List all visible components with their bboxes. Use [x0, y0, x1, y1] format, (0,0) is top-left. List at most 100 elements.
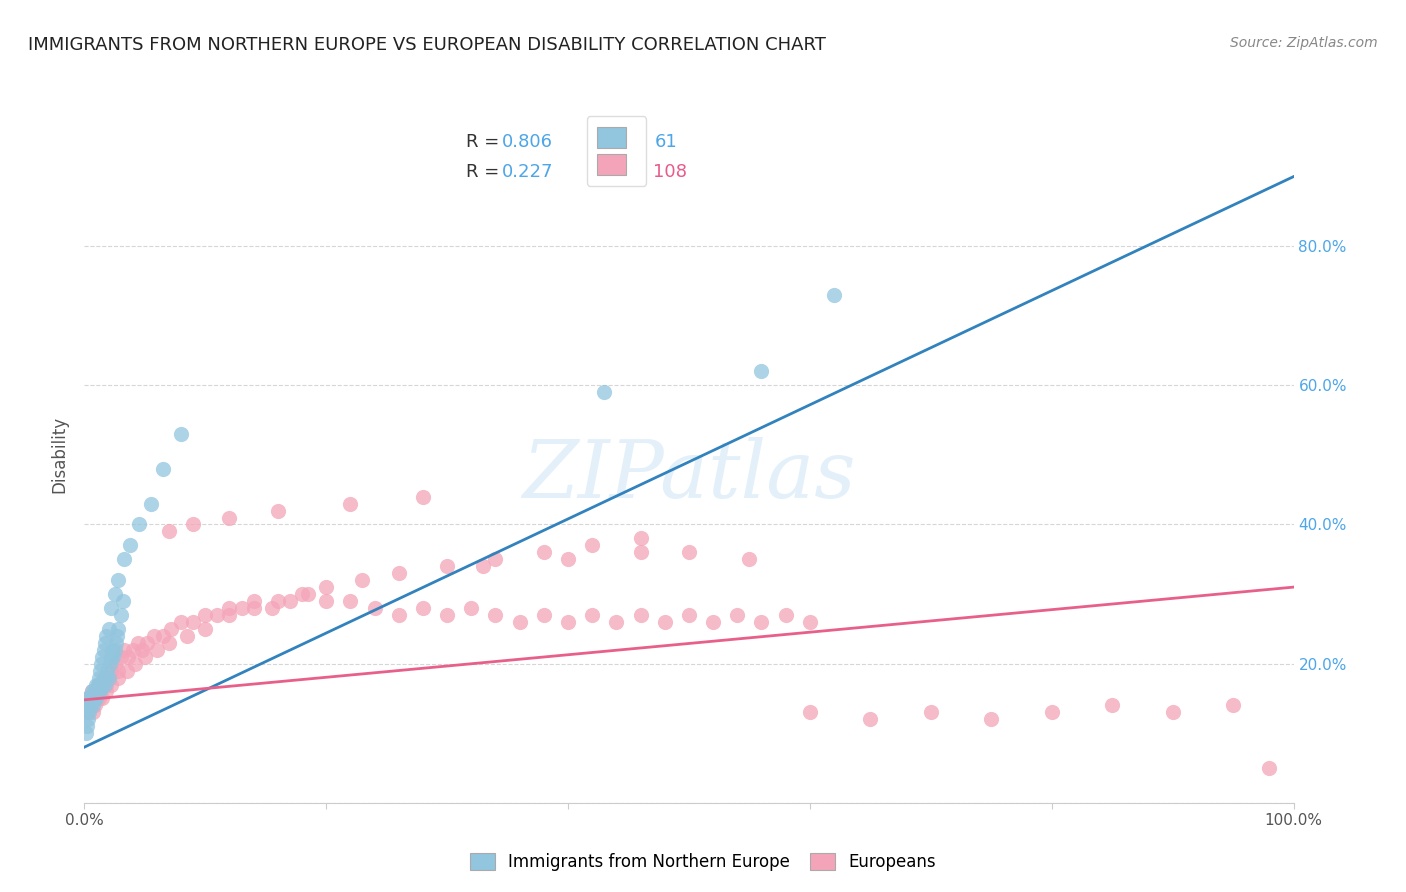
Point	[104, 636, 127, 650]
Point	[91, 677, 114, 691]
Point	[89, 664, 111, 678]
Point	[484, 607, 506, 622]
Point	[557, 552, 579, 566]
Point	[82, 691, 104, 706]
Point	[218, 607, 240, 622]
Point	[79, 698, 101, 713]
Point	[181, 615, 204, 629]
Point	[297, 587, 319, 601]
Point	[77, 698, 100, 713]
Point	[725, 607, 748, 622]
Point	[339, 594, 361, 608]
Point	[630, 607, 652, 622]
Point	[103, 649, 125, 664]
Point	[143, 629, 166, 643]
Point	[160, 622, 183, 636]
Point	[77, 691, 100, 706]
Text: 61: 61	[655, 134, 678, 152]
Point	[94, 677, 117, 691]
Point	[315, 580, 337, 594]
Point	[76, 691, 98, 706]
Point	[170, 615, 193, 629]
Point	[89, 684, 111, 698]
Point	[107, 622, 129, 636]
Point	[278, 594, 301, 608]
Point	[86, 677, 108, 691]
Point	[93, 671, 115, 685]
Point	[84, 684, 107, 698]
Point	[94, 677, 117, 691]
Point	[146, 642, 169, 657]
Point	[472, 559, 495, 574]
Point	[127, 636, 149, 650]
Point	[77, 698, 100, 713]
Point	[1222, 698, 1244, 713]
Point	[231, 601, 253, 615]
Point	[1101, 698, 1123, 713]
Text: Source: ZipAtlas.com: Source: ZipAtlas.com	[1230, 36, 1378, 50]
Point	[83, 691, 105, 706]
Point	[152, 629, 174, 643]
Point	[157, 636, 180, 650]
Point	[100, 649, 122, 664]
Point	[83, 691, 105, 706]
Point	[77, 712, 100, 726]
Point	[90, 657, 112, 671]
Point	[980, 712, 1002, 726]
Point	[630, 545, 652, 559]
Point	[87, 671, 110, 685]
Point	[460, 601, 482, 615]
Point	[436, 607, 458, 622]
Point	[799, 706, 821, 720]
Point	[352, 573, 374, 587]
Point	[593, 385, 616, 400]
Point	[412, 490, 434, 504]
Point	[91, 649, 114, 664]
Point	[84, 691, 107, 706]
Point	[678, 545, 700, 559]
Point	[97, 671, 120, 685]
Text: N =: N =	[607, 134, 641, 152]
Point	[93, 642, 115, 657]
Point	[799, 615, 821, 629]
Text: ZIPatlas: ZIPatlas	[522, 437, 856, 515]
Point	[91, 677, 114, 691]
Point	[75, 706, 97, 720]
Point	[100, 601, 122, 615]
Point	[117, 649, 139, 664]
Point	[86, 684, 108, 698]
Point	[751, 615, 773, 629]
Point	[101, 642, 124, 657]
Point	[242, 601, 264, 615]
Point	[93, 671, 115, 685]
Point	[388, 607, 411, 622]
Point	[75, 726, 97, 740]
Point	[920, 706, 942, 720]
Point	[131, 642, 153, 657]
Point	[533, 607, 555, 622]
Point	[484, 552, 506, 566]
Point	[105, 629, 128, 643]
Point	[79, 698, 101, 713]
Point	[1258, 761, 1281, 775]
Point	[121, 642, 143, 657]
Point	[436, 559, 458, 574]
Point	[86, 684, 108, 698]
Point	[702, 615, 724, 629]
Point	[152, 462, 174, 476]
Point	[86, 691, 108, 706]
Point	[267, 594, 290, 608]
Point	[86, 677, 108, 691]
Point	[412, 601, 434, 615]
Point	[77, 691, 100, 706]
Point	[87, 677, 110, 691]
Point	[86, 677, 108, 691]
Point	[194, 607, 217, 622]
Point	[1161, 706, 1184, 720]
Point	[82, 691, 104, 706]
Point	[97, 622, 120, 636]
Point	[581, 538, 603, 552]
Point	[176, 629, 198, 643]
Text: N =: N =	[607, 162, 641, 180]
Point	[678, 607, 700, 622]
